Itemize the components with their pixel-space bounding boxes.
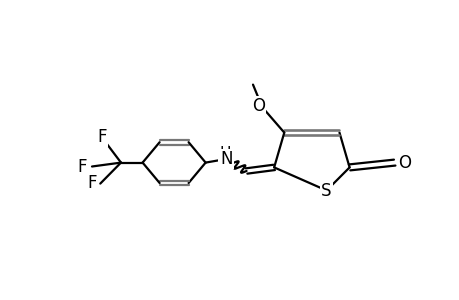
Text: O: O xyxy=(252,97,264,115)
Text: F: F xyxy=(97,128,106,146)
Text: N: N xyxy=(219,150,232,168)
Text: F: F xyxy=(87,174,96,192)
Text: O: O xyxy=(397,154,410,172)
Text: H: H xyxy=(219,146,230,160)
Text: F: F xyxy=(77,158,86,175)
Text: S: S xyxy=(321,182,331,200)
